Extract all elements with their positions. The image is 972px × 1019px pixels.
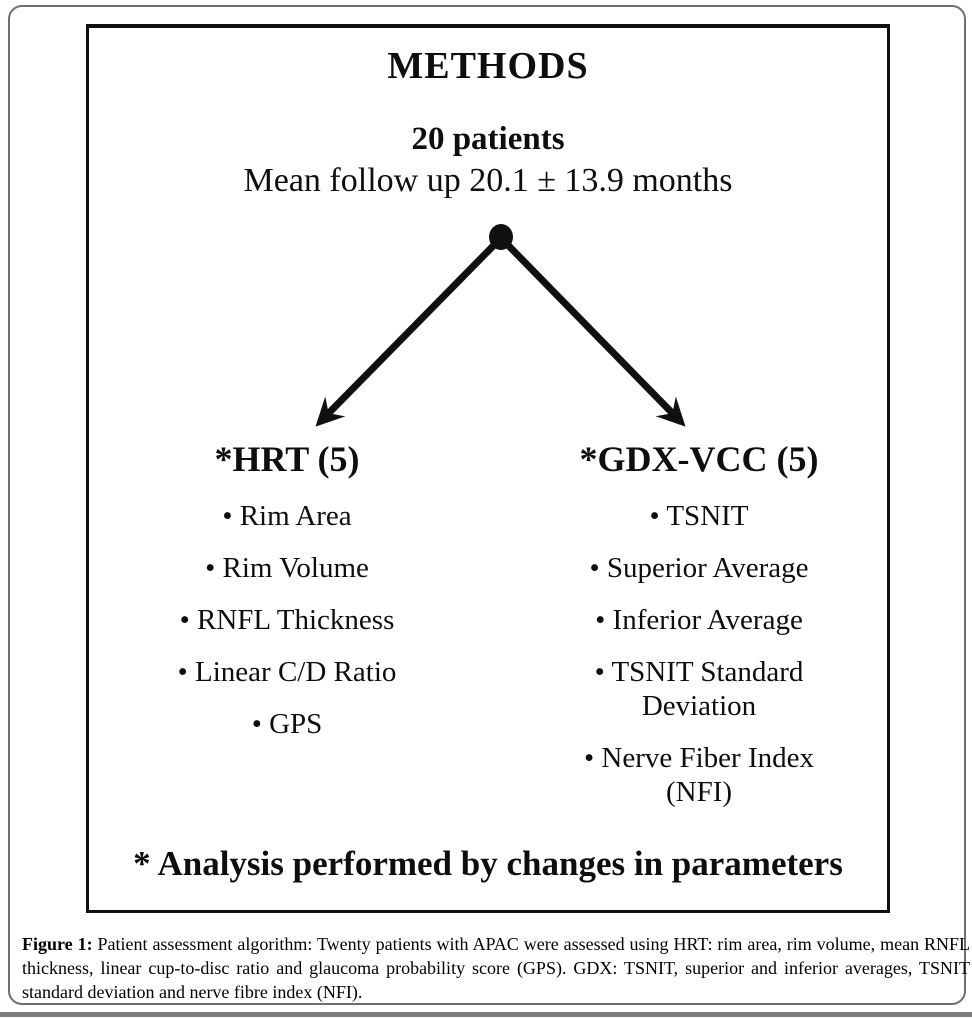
list-item: • Inferior Average <box>595 604 803 636</box>
figure-caption-label: Figure 1: <box>22 934 93 954</box>
list-item: • Nerve Fiber Index (NFI) <box>584 742 814 808</box>
analysis-footnote: * Analysis performed by changes in param… <box>133 844 843 883</box>
list-item: • Rim Volume <box>205 552 369 584</box>
figure-caption: Figure 1: Patient assessment algorithm: … <box>22 932 970 1004</box>
diagram-title: METHODS <box>387 45 589 87</box>
followup-line: Mean follow up 20.1 ± 13.9 months <box>243 162 733 199</box>
patients-count-line: 20 patients <box>411 121 565 157</box>
page-bottom-rule <box>0 1012 972 1017</box>
list-item: • Linear C/D Ratio <box>177 656 397 688</box>
list-item: • GPS <box>251 708 323 740</box>
methods-flowchart-box: METHODS 20 patients Mean follow up 20.1 … <box>86 24 890 913</box>
right-branch-arrow <box>500 237 686 427</box>
list-item: • Rim Area <box>222 500 352 532</box>
branch-arrows <box>315 224 686 427</box>
figure-card: METHODS 20 patients Mean follow up 20.1 … <box>8 5 970 1005</box>
hrt-branch-heading: *HRT (5) <box>214 439 360 479</box>
figure-caption-text: Patient assessment algorithm: Twenty pat… <box>22 934 971 1002</box>
gdx-branch-list: • TSNIT • Superior Average • Inferior Av… <box>529 499 869 827</box>
left-branch-arrow <box>315 237 502 427</box>
gdx-branch-heading: *GDX-VCC (5) <box>579 439 819 479</box>
hrt-branch-list: • Rim Area • Rim Volume • RNFL Thickness… <box>117 499 457 759</box>
list-item: • TSNIT <box>649 500 749 532</box>
list-item: • RNFL Thickness <box>179 604 395 636</box>
list-item: • TSNIT Standard Deviation <box>594 656 804 722</box>
list-item: • Superior Average <box>589 552 809 584</box>
